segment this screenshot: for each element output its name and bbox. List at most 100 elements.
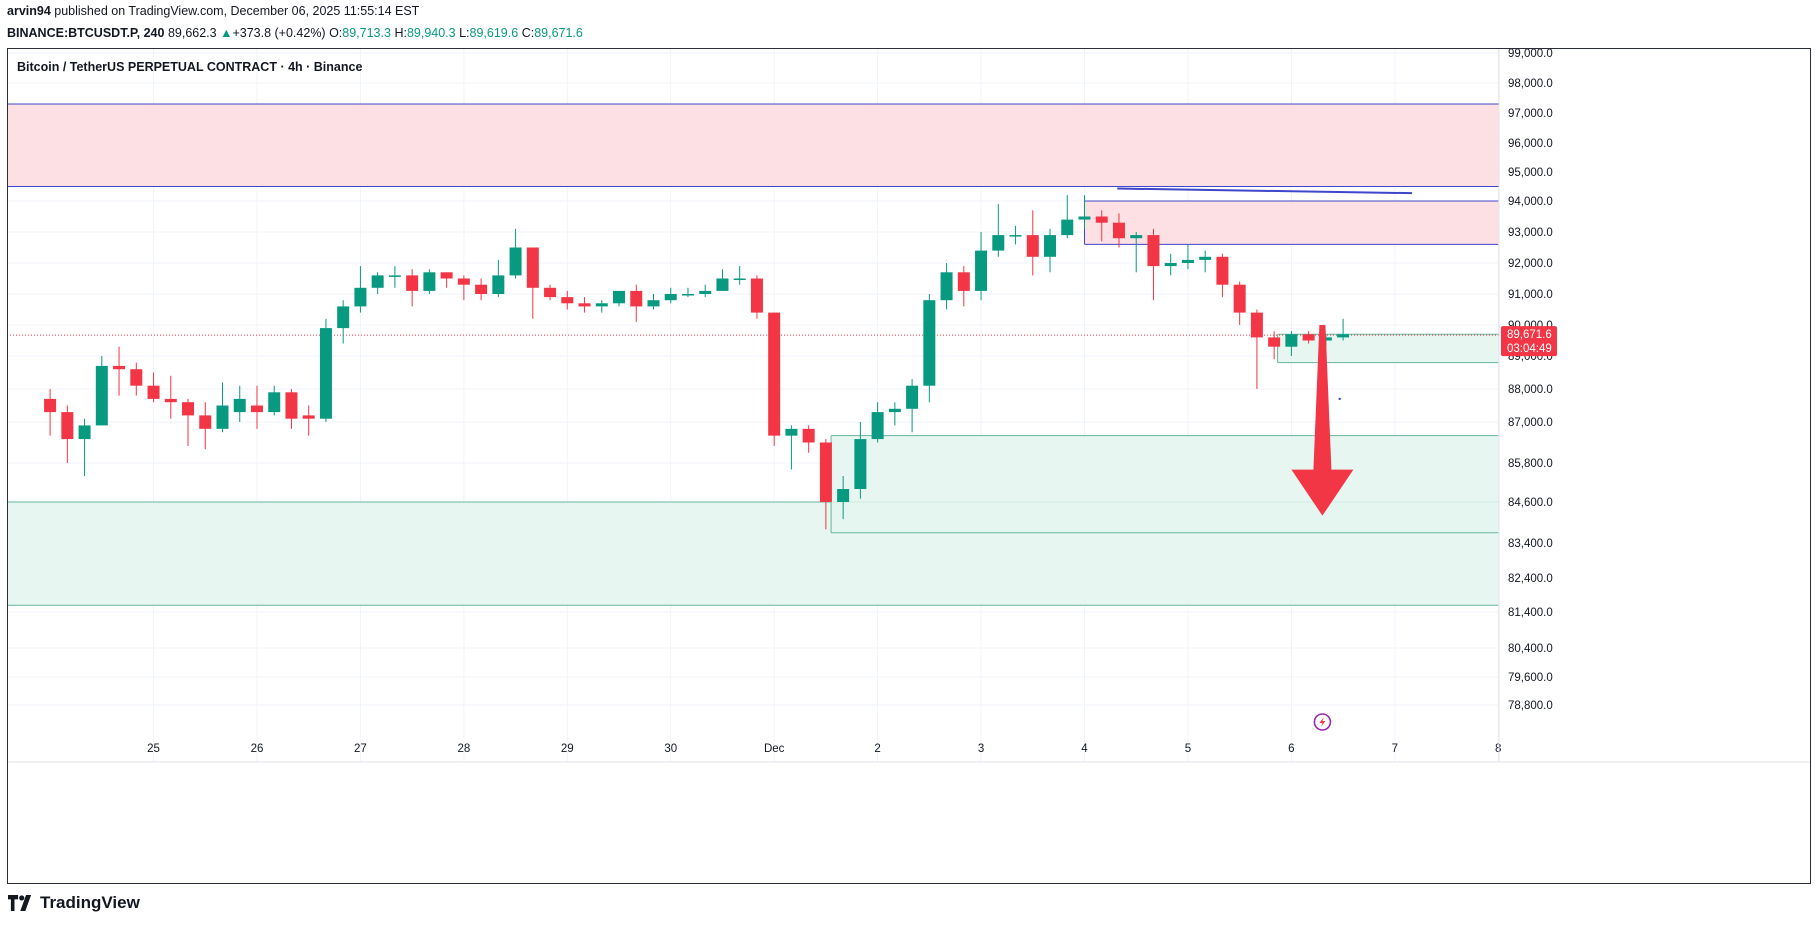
down-arrow-projection [1291,325,1354,516]
chart-title: Bitcoin / TetherUS PERPETUAL CONTRACT · … [17,60,363,74]
y-tick-label: 81,400.0 [1508,607,1553,619]
candle-body [1009,235,1022,237]
candle-body [1095,216,1108,223]
candle [285,389,298,429]
price-tag-box [1501,326,1557,357]
y-tick-label: 97,000.0 [1508,108,1553,120]
candle [492,259,505,298]
author-name[interactable]: arvin94 [7,4,51,18]
y-tick-label: 92,000.0 [1508,258,1553,270]
candle-body [923,300,936,386]
candle [716,269,729,291]
low-value: 89,619.6 [469,26,519,40]
candle [768,312,781,446]
candle-body [1233,284,1246,313]
candle-body [1268,337,1281,347]
candle [250,385,263,429]
y-tick-label: 96,000.0 [1508,138,1553,150]
candle [1302,331,1315,344]
lightning-bolt [1319,717,1326,727]
price-tag-value: 89,671.6 [1507,329,1552,341]
y-tick-label: 94,000.0 [1508,196,1553,208]
candle-body [285,392,298,419]
candle [457,275,470,301]
dec-demand-zone [831,435,1499,533]
candle [475,278,488,301]
candle-body [61,412,74,440]
x-tick-label: 29 [561,743,574,755]
candle-body [544,287,557,298]
candle [1112,213,1125,248]
chart-frame [7,48,1811,884]
candle [319,318,332,422]
candle [699,284,712,298]
x-tick-label: 27 [354,743,367,755]
candle-body [1112,222,1125,239]
price-tag-countdown: 03:04:49 [1507,343,1552,355]
candle-body [130,369,143,386]
candle [1337,318,1350,341]
candle-body [854,439,867,489]
x-tick-label: 26 [251,743,264,755]
candle-body [95,365,108,426]
y-tick-label: 85,800.0 [1508,458,1553,470]
candle [199,402,212,450]
y-tick-label: 78,800.0 [1508,700,1553,712]
candle [544,284,557,301]
low-label: L: [459,26,470,40]
x-tick-label: 6 [1288,743,1294,755]
candle [388,266,401,288]
candle-body [613,290,626,304]
candle-body [871,412,884,440]
y-tick-label: 99,000.0 [1508,48,1553,60]
x-tick-label: 25 [147,743,160,755]
candle-body [1250,312,1263,338]
candle [1026,210,1039,276]
x-tick-label: 5 [1185,743,1191,755]
candle [78,418,91,476]
brand-name: TradingView [40,893,140,912]
candle [95,356,108,426]
candle [1009,225,1022,245]
candle [940,263,953,310]
candle [1285,331,1298,356]
upper-supply-zone [7,104,1499,187]
symbol-label[interactable]: BINANCE:BTCUSDT.P, 240 [7,26,165,40]
open-label: O: [329,26,343,40]
candle [819,439,832,530]
candle-body [647,300,660,307]
candle [906,379,919,433]
lightning-icon-ring [1313,713,1332,731]
candle [406,269,419,307]
candle [923,294,936,403]
candle-body [337,306,350,329]
candle-body [164,398,177,403]
candle-body [1147,235,1160,267]
candle [647,294,660,310]
candle-body [630,290,643,307]
candle-body [750,278,763,313]
candle [526,247,539,319]
candle [681,287,694,298]
candle [785,425,798,470]
zones [7,103,1499,606]
marker-dot [1338,397,1341,401]
candle [1250,309,1263,389]
last-price: 89,662.3 [167,26,217,40]
candle-body [406,275,419,291]
tradingview-brand[interactable]: TradingView [8,893,140,913]
candle-body [388,275,401,277]
y-tick-label: 80,400.0 [1508,643,1553,655]
candle [440,272,453,288]
candle [802,425,815,453]
candle [992,204,1005,257]
candle [1095,210,1108,242]
candle [1216,253,1229,298]
candle-body [837,489,850,502]
y-tick-label: 82,400.0 [1508,573,1553,585]
candle [733,266,746,285]
candle-body [561,297,574,304]
high-value: 89,940.3 [406,26,456,40]
x-tick-label: 2 [874,743,880,755]
